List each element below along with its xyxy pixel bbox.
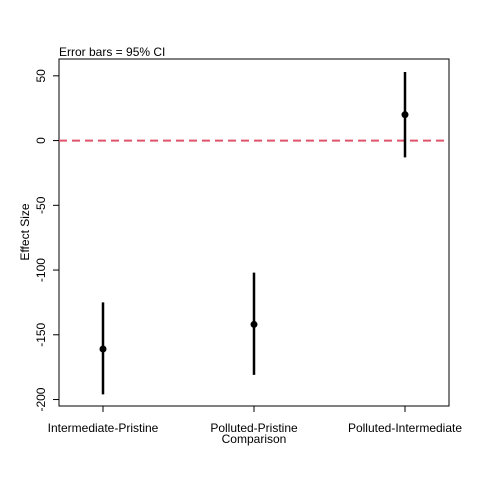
- error-bar-note: Error bars = 95% CI: [59, 45, 165, 59]
- y-axis-label: Effect Size: [18, 203, 32, 260]
- x-tick-label: Polluted-Pristine: [210, 421, 298, 435]
- data-point: [401, 111, 409, 119]
- y-tick-label: -50: [34, 196, 48, 214]
- y-tick-label: -200: [34, 387, 48, 411]
- data-point: [99, 345, 107, 353]
- x-tick-label: Polluted-Intermediate: [348, 421, 462, 435]
- data-point: [250, 320, 258, 328]
- y-tick-label: 0: [34, 137, 48, 144]
- x-axis-label: Comparison: [222, 432, 287, 446]
- y-tick-label: -100: [34, 258, 48, 282]
- y-tick-label: -150: [34, 322, 48, 346]
- x-tick-label: Intermediate-Pristine: [48, 421, 159, 435]
- y-tick-label: 50: [34, 69, 48, 83]
